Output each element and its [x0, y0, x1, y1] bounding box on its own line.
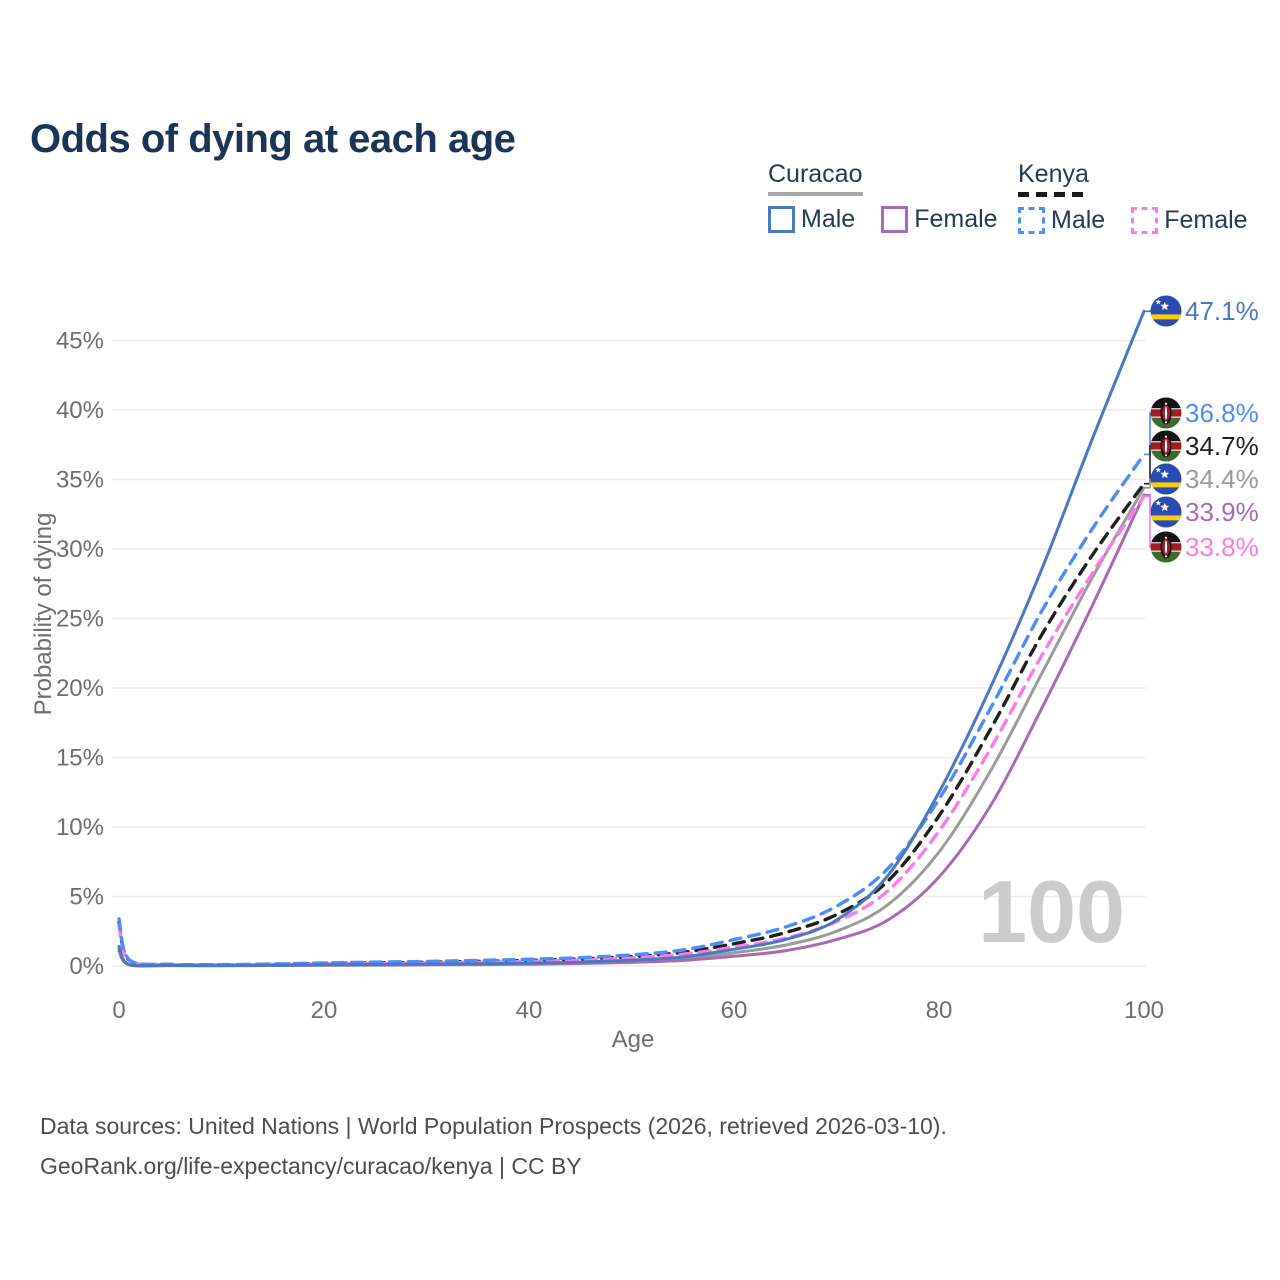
y-tick-label: 40% — [56, 397, 104, 424]
page-title: Odds of dying at each age — [30, 116, 516, 161]
curacao-flag-icon — [1150, 463, 1182, 495]
legend-item-label: Female — [914, 205, 998, 233]
end-label-value: 33.9% — [1185, 497, 1259, 527]
legend-group-curacao: Curacao Male Female — [768, 160, 998, 234]
curacao-female-swatch-icon — [881, 206, 909, 233]
legend-item-kenya-female[interactable]: Female — [1131, 206, 1248, 235]
series-line-curacao-male-male[interactable] — [117, 309, 1146, 968]
x-tick-label: 20 — [311, 997, 338, 1024]
y-tick-label: 0% — [69, 953, 104, 980]
kenya-flag-icon — [1150, 397, 1182, 429]
y-tick-label: 15% — [56, 745, 104, 772]
age-counter-watermark: 100 — [978, 862, 1125, 961]
y-tick-label: 25% — [56, 606, 104, 633]
x-tick-label: 40 — [516, 997, 543, 1024]
x-tick-label: 80 — [926, 997, 953, 1024]
curacao-flag-icon — [1150, 295, 1182, 327]
kenya-flag-icon — [1150, 430, 1182, 462]
legend-item-label: Female — [1164, 206, 1248, 234]
legend-country-label-kenya: Kenya — [1018, 160, 1089, 188]
x-tick-label: 100 — [1124, 997, 1164, 1024]
kenya-flag-icon — [1150, 531, 1182, 563]
curacao-male-swatch-icon — [768, 206, 795, 233]
x-tick-label: 60 — [721, 997, 748, 1024]
end-label-value: 33.8% — [1185, 532, 1259, 562]
legend-item-label: Male — [801, 205, 856, 233]
kenya-female-swatch-icon — [1131, 207, 1159, 234]
legend-country-label-curacao: Curacao — [768, 160, 863, 188]
footer-attribution: GeoRank.org/life-expectancy/curacao/keny… — [40, 1153, 582, 1179]
end-label-leader-line — [1144, 495, 1154, 548]
legend-item-curacao-male[interactable]: Male — [768, 205, 855, 234]
legend-country-kenya[interactable]: Kenya — [1018, 160, 1089, 197]
kenya-male-swatch-icon — [1018, 207, 1045, 234]
end-label-kenya-male: 36.8% — [1144, 397, 1259, 456]
y-tick-label: 35% — [56, 467, 104, 494]
y-tick-label: 45% — [56, 328, 104, 355]
legend-group-kenya: Kenya Male Female — [1018, 160, 1248, 235]
y-tick-label: 30% — [56, 536, 104, 563]
end-label-value: 34.7% — [1185, 431, 1259, 461]
y-tick-label: 20% — [56, 675, 104, 702]
y-tick-label: 5% — [69, 884, 104, 911]
end-label-curacao: 34.4% — [1144, 463, 1259, 495]
end-label-kenya: 34.7% — [1144, 430, 1259, 485]
chart-canvas: 0% 5% 10% 15% 20% 25% 30% 35% 40% 45% 0 20 40 60 80 100… — [56, 295, 1259, 1024]
x-axis-title: Age — [611, 1026, 655, 1053]
curacao-flag-icon — [1150, 496, 1182, 528]
curacao-solid-line-swatch — [768, 192, 863, 196]
end-label-value: 34.4% — [1185, 464, 1259, 494]
end-label-value: 47.1% — [1185, 296, 1259, 326]
legend-item-kenya-male[interactable]: Male — [1018, 206, 1105, 235]
series-line-kenya-female-female[interactable] — [117, 494, 1146, 967]
footer-data-sources: Data sources: United Nations | World Pop… — [40, 1113, 947, 1139]
legend-country-curacao[interactable]: Curacao — [768, 160, 863, 196]
end-label-value: 36.8% — [1185, 398, 1259, 428]
legend: Curacao Male Female Kenya Male — [0, 160, 1280, 250]
y-axis-title: Probability of dying — [30, 512, 57, 716]
legend-item-label: Male — [1051, 206, 1106, 234]
end-label-curacao-female: 33.9% — [1144, 493, 1259, 528]
kenya-dashed-line-swatch — [1018, 192, 1089, 197]
end-label-kenya-female: 33.8% — [1144, 495, 1259, 563]
legend-item-curacao-female[interactable]: Female — [881, 205, 998, 234]
y-tick-label: 10% — [56, 814, 104, 841]
end-label-curacao-male: 47.1% — [1144, 295, 1259, 327]
x-tick-label: 0 — [112, 997, 125, 1024]
footer: Data sources: United Nations | World Pop… — [40, 1106, 947, 1186]
